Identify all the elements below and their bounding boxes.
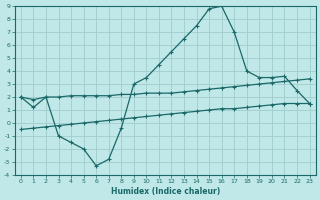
X-axis label: Humidex (Indice chaleur): Humidex (Indice chaleur): [111, 187, 220, 196]
